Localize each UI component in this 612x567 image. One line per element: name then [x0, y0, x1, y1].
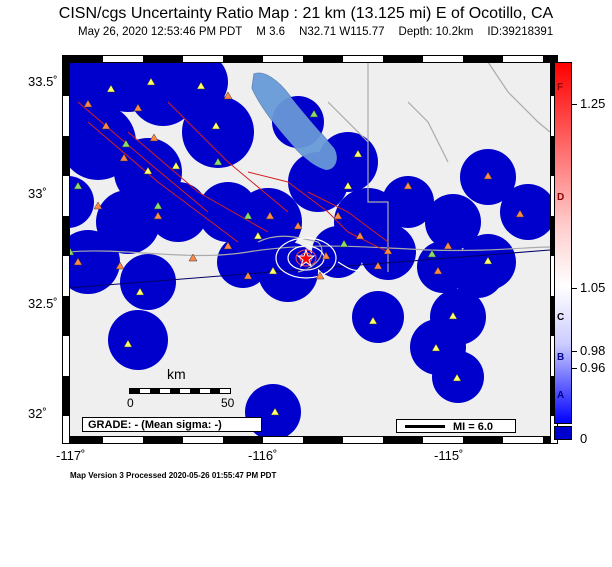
lon-label-116: -116˚: [248, 448, 278, 463]
mi-legend: MI = 6.0: [396, 419, 516, 433]
scale-bar: km 0 50: [127, 366, 234, 410]
mi-label: MI = 6.0: [453, 421, 494, 433]
map-title: CISN/cgs Uncertainty Ratio Map : 21 km (…: [58, 5, 554, 22]
tick-1-25: [571, 104, 577, 105]
lat-label-32-5: 32.5˚: [28, 296, 58, 311]
epicenter-star: [296, 248, 316, 268]
event-id: ID:39218391: [487, 26, 554, 38]
map-frame-bottom: [62, 436, 558, 444]
scale-right: 50: [221, 396, 235, 410]
tick-1-05: [571, 288, 577, 289]
station-triangles: [106, 77, 493, 416]
lon-label-117: -117˚: [56, 448, 86, 463]
fault-lines: [77, 101, 389, 253]
grade-box: GRADE: - (Mean sigma: -): [82, 417, 262, 432]
event-depth: Depth: 10.2km: [398, 26, 474, 38]
event-info: May 26, 2020 12:53:46 PM PDT M 3.6 N32.71 …: [78, 26, 567, 38]
lat-label-32: 32˚: [28, 406, 47, 421]
grade-d: D: [557, 192, 565, 203]
roads: [68, 62, 550, 273]
event-location: N32.71 W115.77: [299, 26, 385, 38]
scale-left: 0: [127, 396, 134, 410]
cval-0: 0: [580, 431, 588, 446]
scale-bar-graphic: [129, 388, 231, 394]
lat-label-33: 33˚: [28, 186, 47, 201]
lat-label-33-5: 33.5˚: [28, 74, 58, 89]
map-canvas: [68, 62, 550, 436]
map-frame-top: [62, 55, 558, 63]
uncertainty-map[interactable]: [68, 62, 550, 436]
footer-version: Map Version 3 Processed 2020-05-26 01:55…: [70, 471, 277, 480]
seismic-stations: [73, 91, 525, 280]
grade-f: F: [557, 82, 564, 93]
grade-c: C: [557, 312, 565, 323]
lon-label-115: -115˚: [434, 448, 464, 463]
colorbar-zero: [554, 426, 572, 440]
station-coverage-circles: [68, 62, 550, 436]
scale-unit: km: [167, 366, 186, 382]
grade-b: B: [557, 352, 565, 363]
cval-0-98: 0.98: [580, 343, 606, 358]
tick-0-98: [571, 351, 577, 352]
cval-1-25: 1.25: [580, 96, 606, 111]
event-datetime: May 26, 2020 12:53:46 PM PDT: [78, 26, 243, 38]
colorbar: [554, 62, 572, 424]
contours: [275, 237, 361, 279]
map-frame-left: [62, 55, 70, 444]
event-magnitude: M 3.6: [256, 26, 286, 38]
cval-0-96: 0.96: [580, 360, 606, 375]
mi-line: [405, 425, 445, 428]
tick-0-96: [571, 368, 577, 369]
us-mexico-border: [68, 249, 550, 289]
cval-1-05: 1.05: [580, 280, 606, 295]
grade-a: A: [557, 390, 565, 401]
